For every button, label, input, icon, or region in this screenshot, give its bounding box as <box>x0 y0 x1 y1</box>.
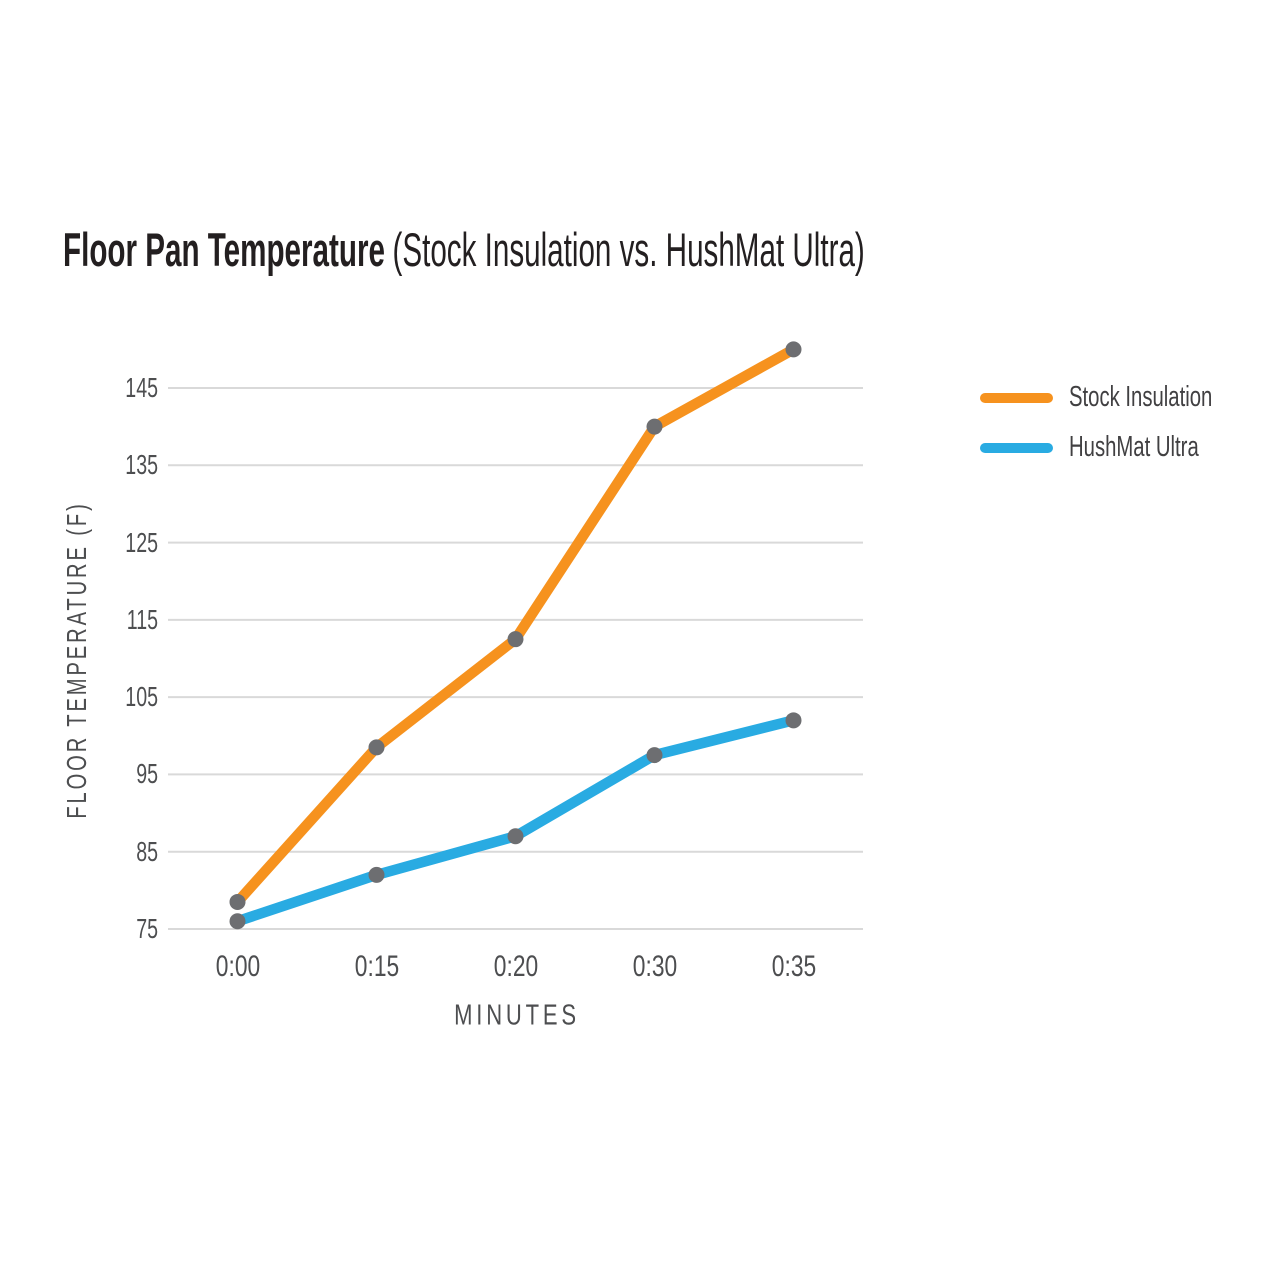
y-tick-label: 75 <box>136 913 158 944</box>
legend-swatch-hushmat-ultra <box>980 442 1053 453</box>
data-point-marker <box>646 747 663 764</box>
chart-title-paren: (Stock Insulation vs. HushMat Ultra) <box>392 223 865 276</box>
chart-title: Floor Pan Temperature (Stock Insulation v… <box>63 225 865 274</box>
data-point-marker <box>368 866 385 883</box>
data-point-marker <box>229 893 246 910</box>
legend-label-hushmat-ultra: HushMat Ultra <box>1069 431 1199 463</box>
y-tick-label: 135 <box>125 449 158 481</box>
data-point-marker <box>229 913 246 930</box>
legend-item-stock-insulation: Stock Insulation <box>980 381 1274 413</box>
x-tick-label: 0:15 <box>354 950 399 983</box>
y-axis-title: FLOOR TEMPERATURE (F) <box>61 501 92 819</box>
legend-item-hushmat-ultra: HushMat Ultra <box>980 431 1274 463</box>
y-tick-label: 105 <box>125 681 158 713</box>
y-tick-label: 85 <box>136 835 158 867</box>
data-point-marker <box>507 631 524 648</box>
legend-swatch-stock-insulation <box>980 392 1053 403</box>
y-tick-label: 145 <box>125 372 158 403</box>
y-tick-label: 125 <box>125 526 158 558</box>
y-tick-label: 95 <box>136 758 158 790</box>
x-axis-title: MINUTES <box>454 999 580 1032</box>
legend-label-stock-insulation: Stock Insulation <box>1069 381 1213 413</box>
x-tick-label: 0:35 <box>771 950 816 983</box>
chart-title-main: Floor Pan Temperature <box>63 223 385 276</box>
data-point-marker <box>368 739 385 756</box>
series-line-stock-insulation <box>232 344 799 908</box>
data-point-marker <box>785 712 802 729</box>
legend: Stock Insulation HushMat Ultra <box>980 381 1274 482</box>
data-point-marker <box>507 828 524 845</box>
x-tick-label: 0:00 <box>215 950 260 983</box>
y-tick-label: 115 <box>126 603 158 635</box>
data-point-marker <box>785 341 802 358</box>
x-tick-label: 0:20 <box>493 950 538 983</box>
series-line-hushmat-ultra <box>232 715 799 927</box>
x-tick-label: 0:30 <box>632 950 677 983</box>
data-point-marker <box>646 418 663 435</box>
